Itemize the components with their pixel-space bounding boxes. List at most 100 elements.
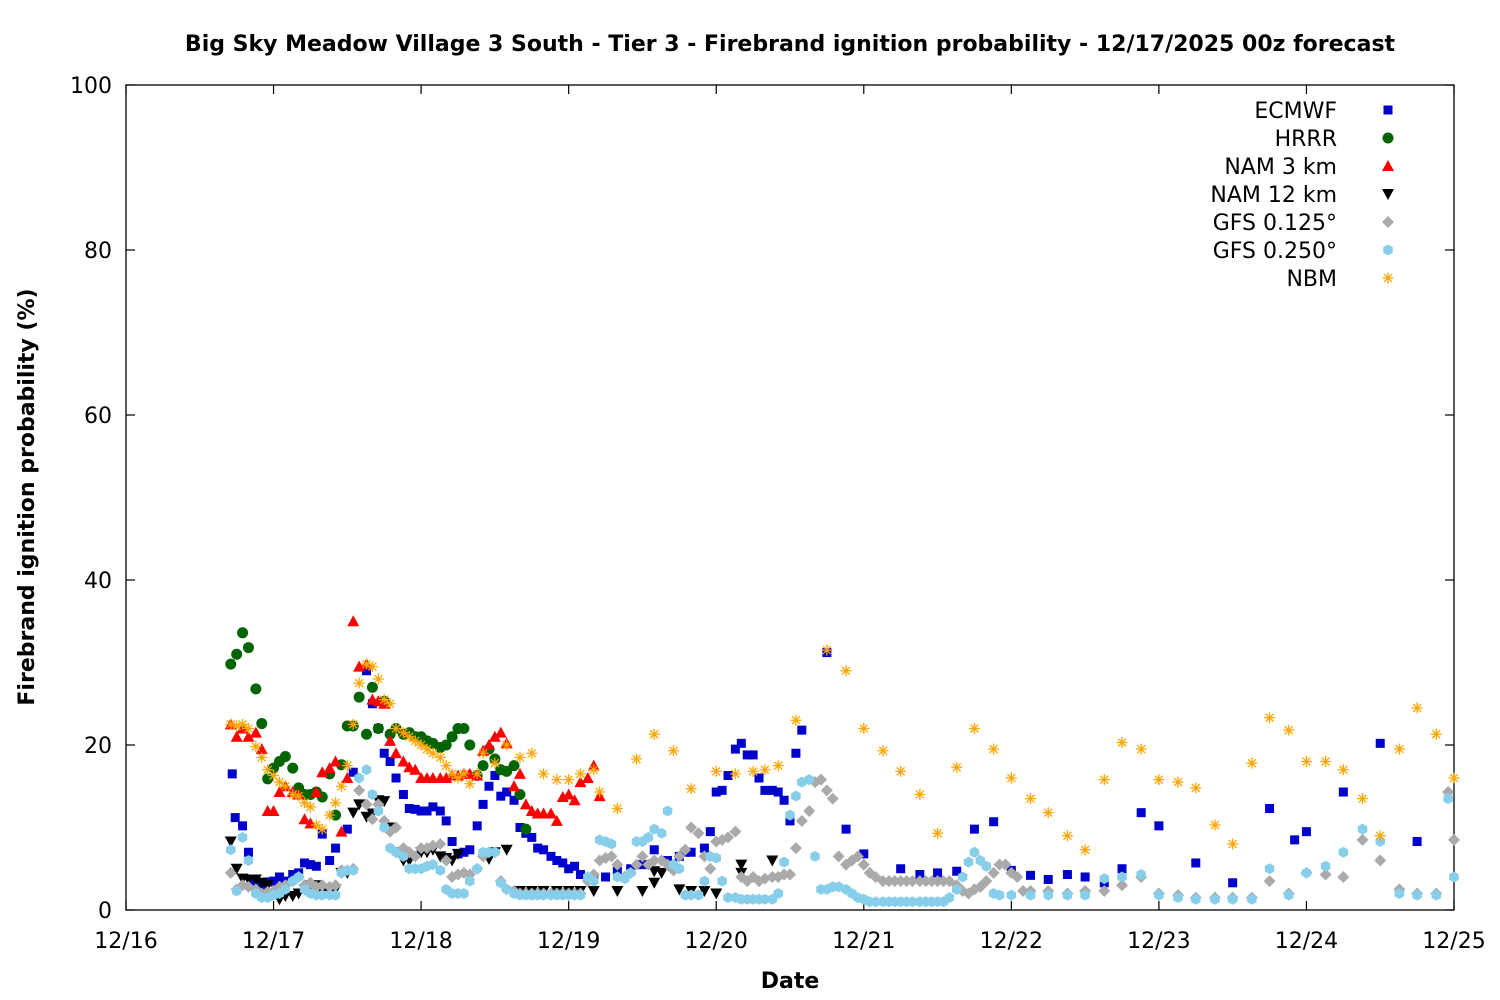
data-point [791,790,801,802]
data-point [501,765,513,777]
data-point [698,886,711,898]
legend-marker [1383,105,1393,115]
data-point [255,743,268,755]
data-point [361,658,373,670]
data-point [366,661,378,673]
data-point [372,723,384,734]
x-tick-label: 12/17 [242,929,305,954]
data-point [1209,819,1221,831]
data-point [772,760,784,772]
data-point [372,673,384,685]
data-point [464,739,476,751]
data-point [354,772,364,784]
data-point [242,723,254,734]
data-point [581,772,594,783]
data-point [722,831,735,844]
data-point [348,767,358,777]
data-point [550,814,563,826]
data-point [551,774,563,786]
data-point [1025,889,1036,901]
data-point [472,863,482,875]
data-point [311,861,321,871]
data-point [1448,833,1460,846]
data-point [1338,846,1349,858]
data-point [705,827,715,837]
data-point [341,772,354,783]
data-point [458,723,470,734]
data-point [1356,833,1369,846]
legend-marker [1383,244,1393,256]
data-point [648,728,660,740]
data-point [446,731,458,743]
data-point [390,747,403,759]
data-point [803,805,816,817]
series-nbm [225,644,1460,856]
data-point [317,889,327,901]
data-point [1154,821,1164,831]
data-point [784,868,796,881]
data-point [1135,743,1147,755]
legend-label: GFS 0.125° [1213,211,1337,236]
data-point [747,765,759,777]
data-point [1301,867,1312,879]
data-point [353,784,366,797]
data-point [404,804,414,814]
x-tick-label: 12/18 [389,929,452,954]
data-point [482,739,495,750]
data-point [384,734,397,746]
y-axis: 0 20 40 60 80 100 [70,74,1454,924]
data-point [360,811,373,823]
data-point [575,889,586,901]
y-tick-label: 100 [70,74,112,99]
data-point [1080,889,1090,901]
x-tick-label: 12/24 [1275,929,1338,954]
data-point [896,864,906,874]
data-point [496,877,506,889]
data-point [1079,844,1091,856]
data-point [329,879,342,892]
data-point [963,856,974,868]
data-point [649,845,659,855]
data-point [968,723,980,734]
data-point [478,799,488,809]
data-point [754,773,764,783]
data-point [422,806,432,816]
data-point [397,755,410,767]
data-point [1320,860,1331,872]
data-point [465,845,475,855]
data-point [797,725,807,735]
data-point [446,768,458,780]
data-point [1210,893,1220,905]
data-point [795,814,808,827]
data-point [509,795,519,805]
data-point [508,780,521,792]
data-point [717,785,727,795]
data-point [231,720,243,732]
data-point [723,771,733,781]
data-point [226,844,236,856]
data-point [409,850,422,863]
data-point [656,827,667,839]
data-point [969,824,979,834]
data-point [348,864,358,876]
data-point [729,825,742,838]
data-point [636,886,649,898]
data-point [1190,782,1202,794]
data-point [502,787,512,797]
data-point [711,852,721,864]
data-point [237,718,249,730]
data-point [1043,889,1053,901]
data-point [384,698,396,710]
data-point [630,858,643,871]
data-point [238,821,248,831]
data-point [957,871,968,883]
data-point [686,889,696,901]
data-point [699,875,710,887]
data-point [804,774,814,786]
data-point [1062,870,1072,880]
data-point [1098,774,1110,786]
data-point [779,856,789,868]
data-point [501,883,512,895]
data-point [330,797,342,809]
